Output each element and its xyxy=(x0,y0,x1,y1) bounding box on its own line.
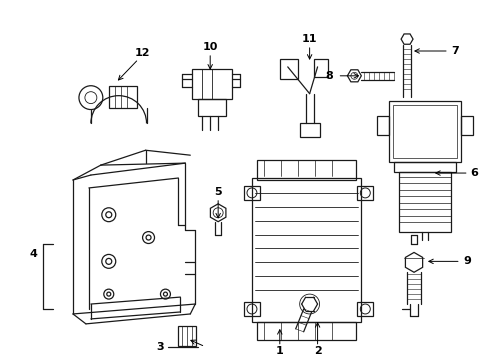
Bar xyxy=(393,162,455,172)
Bar xyxy=(256,322,356,340)
Bar xyxy=(244,186,260,200)
Bar xyxy=(398,172,450,231)
Text: 5: 5 xyxy=(214,187,222,197)
Bar xyxy=(392,105,456,158)
Bar xyxy=(108,86,136,108)
Bar xyxy=(198,99,225,117)
Text: 11: 11 xyxy=(301,34,317,44)
Bar xyxy=(256,160,356,180)
Bar xyxy=(279,59,297,79)
Bar xyxy=(357,302,372,316)
Bar xyxy=(251,178,361,322)
Text: 10: 10 xyxy=(202,42,218,52)
Text: 8: 8 xyxy=(325,71,333,81)
Bar xyxy=(244,302,260,316)
Text: 6: 6 xyxy=(470,168,478,178)
Text: 4: 4 xyxy=(29,249,37,260)
Bar xyxy=(388,100,460,162)
Bar xyxy=(178,326,196,346)
Text: 2: 2 xyxy=(313,346,321,356)
Bar xyxy=(299,123,319,137)
Text: 7: 7 xyxy=(450,46,458,56)
Text: 12: 12 xyxy=(135,48,150,58)
Bar xyxy=(313,59,327,77)
Bar xyxy=(192,69,232,99)
Bar xyxy=(460,116,472,135)
Bar xyxy=(357,186,372,200)
Text: 1: 1 xyxy=(275,346,283,356)
Text: 3: 3 xyxy=(156,342,164,352)
Bar xyxy=(376,116,388,135)
Text: 9: 9 xyxy=(463,256,471,266)
